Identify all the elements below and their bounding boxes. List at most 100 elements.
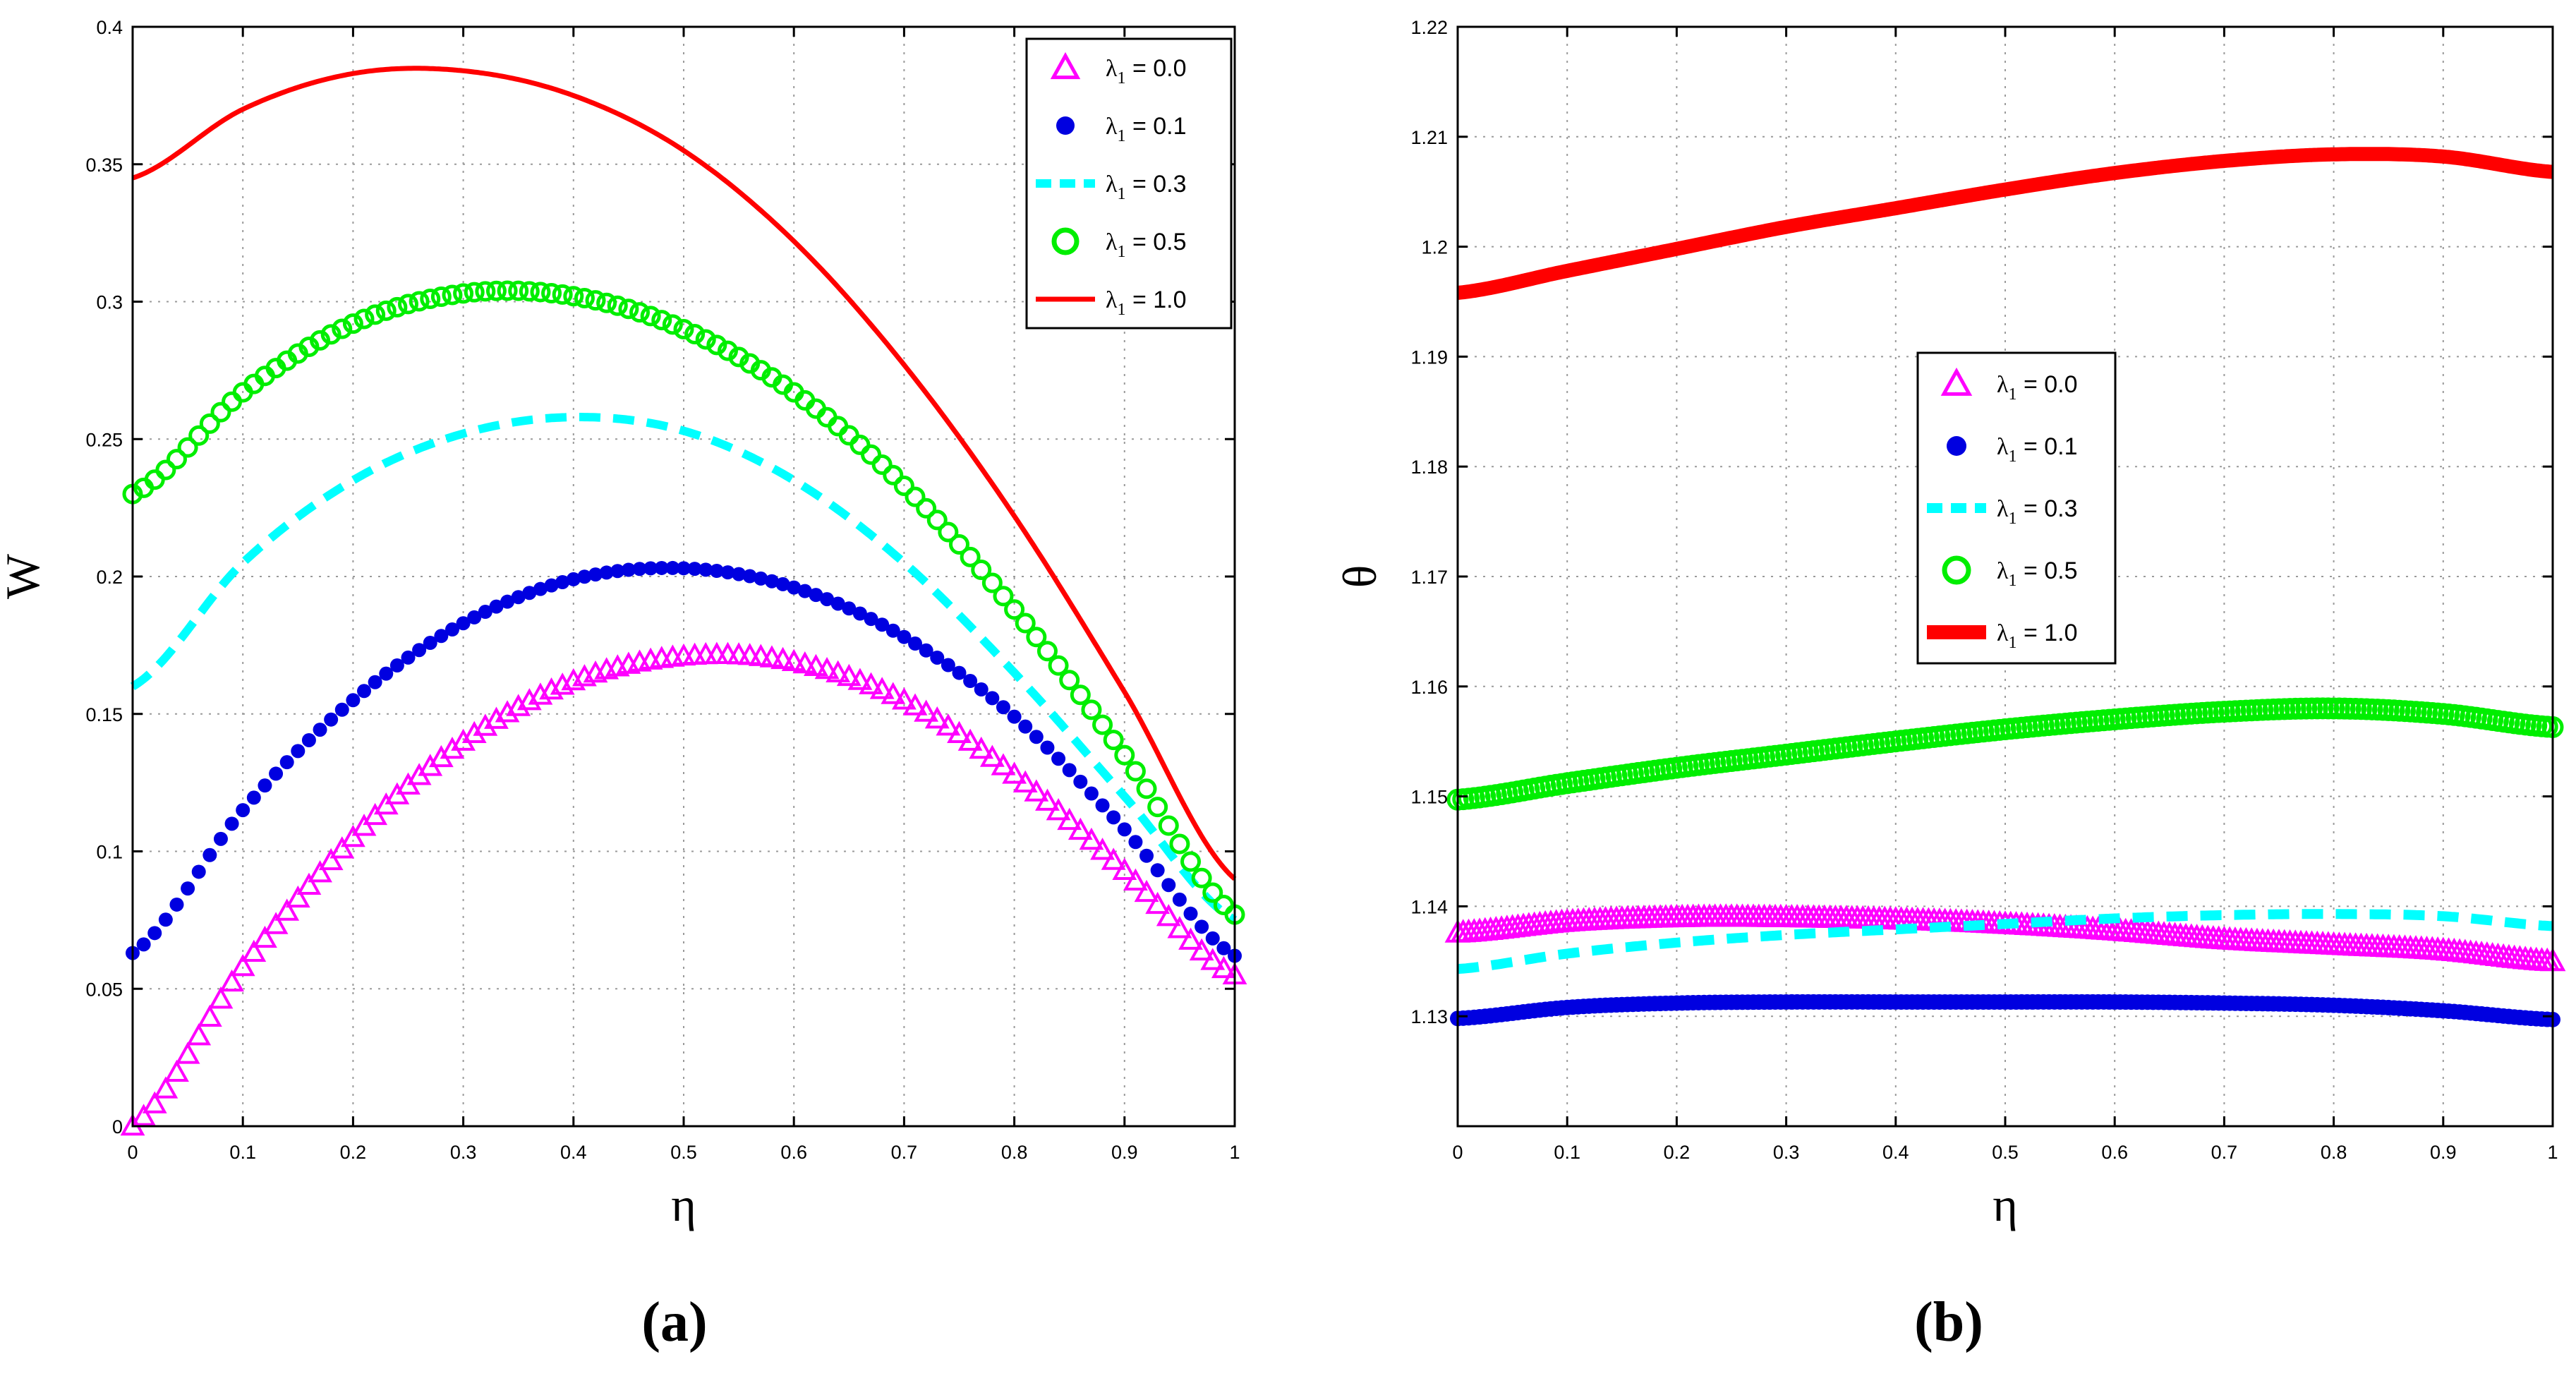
series-point <box>643 561 658 576</box>
series-point <box>177 437 198 458</box>
series-point <box>792 651 818 674</box>
series-point <box>1007 709 1022 724</box>
legend: λ1 = 0.0λ1 = 0.1λ1 = 0.3λ1 = 0.5λ1 = 1.0 <box>1916 351 2117 665</box>
legend-symbol: λ <box>1997 620 2009 646</box>
series-point <box>1147 797 1168 818</box>
series-point <box>230 953 255 977</box>
series-1 <box>1450 994 2560 1027</box>
legend-symbol: λ <box>1106 171 1118 198</box>
legend-value: = 0.5 <box>2017 557 2078 584</box>
series-point <box>1216 941 1231 955</box>
series-point <box>892 687 917 710</box>
series-point <box>253 925 277 948</box>
x-tick-label: 0.1 <box>229 1142 256 1163</box>
series-1 <box>126 560 1242 963</box>
caption-a: (a) <box>641 1291 707 1353</box>
x-tick-label: 0.5 <box>670 1142 697 1163</box>
series-point <box>640 306 661 327</box>
series-point <box>516 688 542 711</box>
series-point <box>759 645 785 668</box>
legend-symbol: λ <box>1106 229 1118 255</box>
series-3 <box>122 280 1245 925</box>
series-point <box>1004 599 1025 620</box>
series-point <box>1205 931 1220 946</box>
series-point <box>1169 833 1190 855</box>
series-point <box>1145 891 1171 915</box>
series-point <box>434 629 449 644</box>
legend-symbol: λ <box>1106 114 1118 140</box>
series-point <box>1195 919 1209 934</box>
series-point <box>566 572 581 586</box>
series-point <box>748 644 773 666</box>
series-point <box>949 533 969 555</box>
x-tick-label: 0.9 <box>1111 1142 1138 1163</box>
ticks: 0 0.1 0.2 0.3 0.4 0.5 0.6 0.7 0.8 0.9 1 0 0.05 0.1 0.1… <box>85 17 1240 1163</box>
series-point <box>484 706 509 729</box>
series-point <box>1018 719 1033 734</box>
y-tick-label: 0.15 <box>85 704 123 725</box>
series-point <box>389 658 404 673</box>
series-point <box>1035 788 1060 811</box>
legend-item: λ1 = 1.0 <box>1927 620 2078 652</box>
series-point <box>1172 892 1187 907</box>
series-point <box>1059 670 1080 691</box>
series-point <box>186 1023 212 1046</box>
series-point <box>467 610 482 624</box>
series-point <box>919 643 933 658</box>
series-point <box>952 665 967 680</box>
series-point <box>142 1091 167 1114</box>
series-point <box>709 563 724 578</box>
series-point <box>202 847 217 862</box>
series-point <box>1062 763 1077 778</box>
legend-symbol: λ <box>1106 287 1118 313</box>
series-point <box>908 636 923 651</box>
series-point <box>875 617 890 632</box>
series-point <box>585 290 606 311</box>
series-point <box>1051 752 1066 766</box>
series-point <box>158 912 173 927</box>
series-point <box>387 296 408 318</box>
series-point <box>677 561 691 576</box>
series-point <box>1123 868 1148 891</box>
series-line <box>130 413 1238 924</box>
series-point <box>1191 867 1212 888</box>
series-point <box>960 546 981 567</box>
x-tick-label: 0.4 <box>1882 1142 1909 1163</box>
series-point <box>1048 655 1069 676</box>
x-tick-label: 0.6 <box>780 1142 807 1163</box>
legend-subscript: 1 <box>1118 301 1126 319</box>
series-point <box>131 1104 157 1126</box>
x-tick-label: 0.9 <box>2430 1142 2457 1163</box>
series-point <box>1026 627 1047 648</box>
series-point <box>969 736 994 759</box>
series-point <box>814 656 840 680</box>
y-tick-label: 0.4 <box>96 17 123 38</box>
legend-subscript: 1 <box>1118 243 1126 261</box>
series-line <box>131 66 1237 881</box>
series-point <box>1040 740 1055 755</box>
series-point <box>1158 815 1179 836</box>
series-point <box>169 897 184 912</box>
legend-subscript: 1 <box>2009 385 2017 404</box>
series-point <box>665 560 680 575</box>
series-point <box>859 672 883 694</box>
series-point <box>320 324 341 345</box>
series-point <box>552 284 573 305</box>
x-tick-label: 0.3 <box>450 1142 477 1163</box>
legend-swatch <box>1051 227 1080 255</box>
grid <box>133 27 1235 1126</box>
series-point <box>979 744 1005 767</box>
y-axis-label: θ <box>1333 565 1386 589</box>
series-point <box>1128 835 1143 850</box>
series-point <box>836 663 861 687</box>
series-point <box>318 847 344 871</box>
series-point <box>210 402 231 423</box>
legend-item: λ1 = 0.1 <box>1056 113 1187 145</box>
series-point <box>885 623 900 638</box>
series-point <box>1167 916 1192 939</box>
x-tick-label: 0.8 <box>1001 1142 1028 1163</box>
series-point <box>930 650 945 665</box>
series-point <box>263 912 289 934</box>
series-point <box>699 562 713 577</box>
series-point <box>563 286 584 307</box>
